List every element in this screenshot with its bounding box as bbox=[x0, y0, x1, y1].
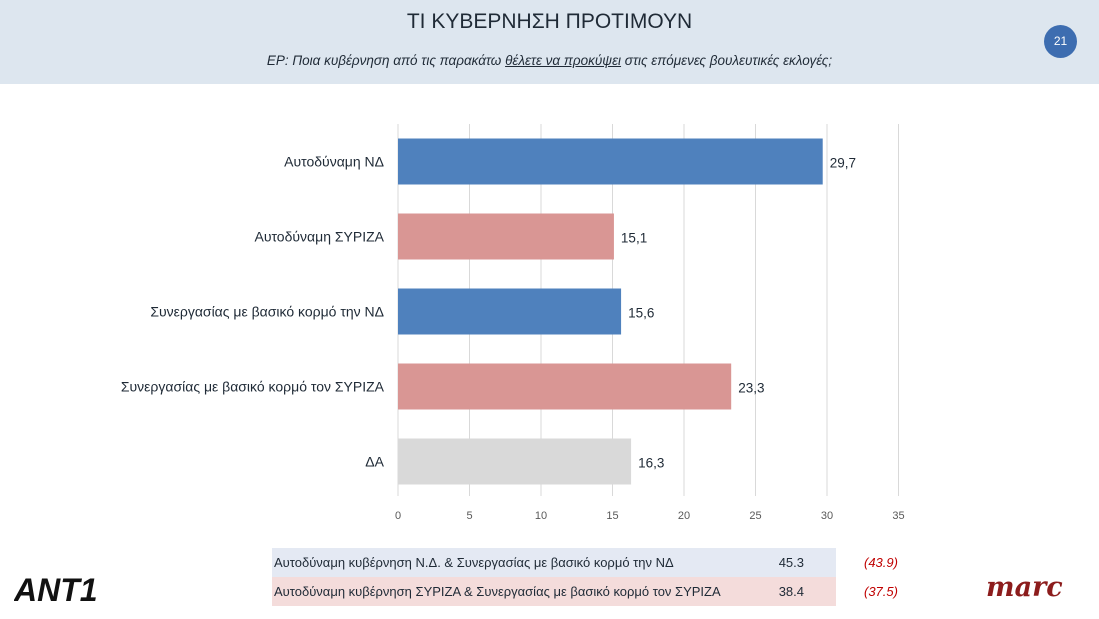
ant1-logo-text: ANT1 bbox=[14, 572, 98, 606]
x-tick-label: 35 bbox=[892, 510, 904, 522]
page-number-badge: 21 bbox=[1044, 25, 1077, 58]
category-label: Αυτοδύναμη ΝΔ bbox=[284, 154, 384, 170]
data-label: 29,7 bbox=[830, 156, 856, 171]
summary-label: Αυτοδύναμη κυβέρνηση ΣΥΡΙΖΑ & Συνεργασία… bbox=[274, 584, 721, 599]
bar bbox=[398, 213, 614, 260]
x-tick-label: 5 bbox=[466, 510, 472, 522]
x-tick-label: 15 bbox=[606, 510, 618, 522]
question-underlined: θέλετε να προκύψει bbox=[505, 53, 622, 68]
summary-value: 45.3 bbox=[778, 555, 804, 570]
ant1-logo: ANT1 bbox=[14, 572, 98, 606]
x-tick-label: 0 bbox=[395, 510, 401, 522]
bar bbox=[398, 438, 632, 485]
data-label: 16,3 bbox=[638, 456, 664, 471]
summary-table: Αυτοδύναμη κυβέρνηση Ν.Δ. & Συνεργασίας … bbox=[272, 548, 836, 606]
summary-previous-value: (43.9) bbox=[864, 555, 898, 570]
bar-chart: 0 5 10 15 20 25 30 35 Αυτοδύναμη ΝΔ 29,7 Αυτοδύναμ… bbox=[121, 124, 905, 522]
bar bbox=[398, 363, 732, 410]
summary-row-syriza: Αυτοδύναμη κυβέρνηση ΣΥΡΙΖΑ & Συνεργασία… bbox=[272, 577, 836, 606]
header-banner bbox=[0, 0, 1099, 84]
question-suffix: στις επόμενες βουλευτικές εκλογές; bbox=[621, 53, 833, 68]
question-prefix: ΕΡ: Ποια κυβέρνηση από τις παρακάτω bbox=[266, 53, 506, 68]
data-label: 15,1 bbox=[621, 231, 647, 246]
category-label: ΔΑ bbox=[365, 454, 384, 470]
category-label: Συνεργασίας με βασικό κορμό τον ΣΥΡΙΖΑ bbox=[121, 379, 385, 395]
category-label: Αυτοδύναμη ΣΥΡΙΖΑ bbox=[254, 229, 384, 245]
data-label: 15,6 bbox=[628, 306, 654, 321]
bar bbox=[398, 138, 823, 185]
summary-value: 38.4 bbox=[778, 584, 804, 599]
category-label: Συνεργασίας με βασικό κορμό την ΝΔ bbox=[150, 304, 384, 320]
bar bbox=[398, 288, 622, 335]
summary-label: Αυτοδύναμη κυβέρνηση Ν.Δ. & Συνεργασίας … bbox=[274, 555, 674, 570]
x-tick-label: 25 bbox=[749, 510, 761, 522]
data-label: 23,3 bbox=[738, 381, 764, 396]
x-tick-label: 10 bbox=[535, 510, 547, 522]
page-title: ΤΙ ΚΥΒΕΡΝΗΣΗ ΠΡΟΤΙΜΟΥΝ bbox=[406, 10, 693, 33]
survey-question: ΕΡ: Ποια κυβέρνηση από τις παρακάτω θέλε… bbox=[0, 53, 1099, 68]
summary-row-nd: Αυτοδύναμη κυβέρνηση Ν.Δ. & Συνεργασίας … bbox=[272, 548, 836, 577]
summary-previous-value: (37.5) bbox=[864, 584, 898, 599]
marc-logo: marc bbox=[986, 572, 1063, 603]
x-tick-label: 30 bbox=[821, 510, 833, 522]
x-tick-label: 20 bbox=[678, 510, 690, 522]
